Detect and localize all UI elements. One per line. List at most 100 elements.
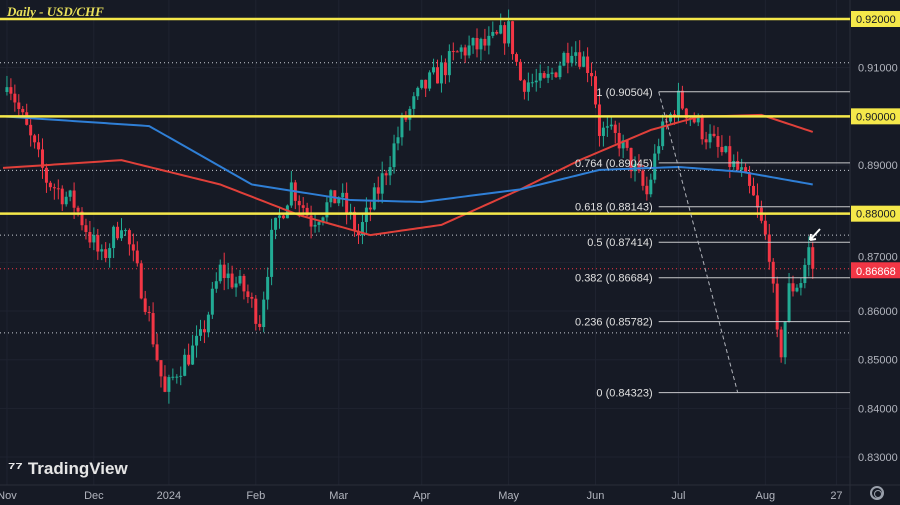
candle-body — [139, 263, 143, 299]
candle-body — [420, 79, 424, 88]
candle-body — [534, 80, 538, 83]
candle-body — [368, 207, 372, 210]
candle-body — [657, 146, 661, 154]
candle-body — [56, 188, 60, 190]
candle-body — [64, 196, 68, 205]
candle-body — [744, 167, 748, 173]
candle-body — [238, 275, 242, 284]
candle-body — [163, 376, 167, 392]
candle-body — [112, 226, 116, 249]
candle-body — [416, 87, 420, 97]
candle-body — [763, 220, 767, 235]
candle-body — [37, 142, 41, 150]
y-tick-label: 0.91000 — [858, 63, 898, 75]
candle-body — [226, 273, 230, 279]
candle-body — [597, 104, 601, 136]
candle-body — [72, 190, 76, 208]
x-tick-label: Aug — [756, 490, 776, 502]
candle-body — [680, 90, 684, 109]
candle-body — [21, 108, 25, 113]
candle-body — [443, 62, 447, 76]
candle-body — [147, 311, 151, 314]
candle-body — [752, 185, 755, 196]
ma-200-line — [2, 115, 813, 204]
candle-body — [151, 313, 155, 345]
candle-body — [96, 235, 100, 252]
candle-body — [100, 249, 104, 252]
candle-body — [526, 82, 530, 92]
fib-level-label: 0.618 (0.88143) — [575, 202, 653, 214]
candle-body — [270, 229, 274, 277]
candle-body — [676, 90, 680, 118]
candle-body — [13, 93, 17, 103]
candle-body — [171, 376, 175, 378]
candle-body — [459, 47, 463, 52]
candle-body — [88, 232, 92, 243]
fib-level-label: 1 (0.90504) — [596, 87, 652, 99]
fib-level-label: 0.382 (0.86684) — [575, 273, 653, 285]
candle-body — [684, 108, 688, 119]
candle-body — [116, 226, 120, 239]
candle-body — [218, 264, 222, 282]
candle-body — [617, 132, 621, 149]
candle-body — [222, 264, 226, 279]
y-tick-label: 0.86000 — [858, 306, 898, 318]
candle-body — [467, 45, 471, 56]
candle-body — [625, 140, 629, 148]
candle-body — [712, 133, 716, 137]
candle-body — [210, 288, 214, 315]
fib-level-label: 0.764 (0.89045) — [575, 158, 653, 170]
candle-body — [234, 283, 238, 288]
candle-body — [76, 207, 80, 212]
x-tick-label: Jul — [671, 490, 685, 502]
candle-body — [716, 136, 720, 147]
candle-body — [558, 65, 562, 78]
candle-body — [179, 375, 183, 377]
candle-body — [80, 211, 84, 226]
logo-text: TradingView — [27, 458, 128, 478]
candle-body — [795, 287, 799, 292]
candle-body — [582, 56, 586, 67]
candle-body — [92, 235, 96, 243]
candle-body — [123, 230, 127, 232]
settings-gear-icon[interactable] — [870, 486, 884, 500]
candle-body — [637, 164, 641, 171]
candle-body — [258, 323, 262, 328]
candle-body — [629, 147, 633, 172]
candle-body — [41, 149, 44, 168]
candle-body — [483, 38, 487, 46]
x-tick-label: May — [498, 490, 519, 502]
candle-body — [199, 329, 202, 336]
candle-body — [799, 283, 803, 288]
x-tick-label: Jun — [587, 490, 605, 502]
candle-body — [60, 188, 64, 205]
candle-body — [349, 211, 353, 213]
candle-body — [495, 31, 499, 34]
last-price-badge — [851, 262, 900, 279]
candle-body — [191, 345, 195, 365]
candle-body — [542, 73, 546, 78]
candle-body — [487, 35, 491, 46]
candle-body — [621, 140, 625, 149]
candle-body — [195, 335, 199, 346]
candle-body — [301, 205, 305, 208]
candle-body — [305, 207, 309, 216]
candle-body — [380, 173, 384, 194]
candle-body — [515, 54, 518, 62]
candle-body — [554, 72, 558, 78]
candle-body — [321, 217, 325, 223]
candle-body — [811, 247, 815, 269]
candle-body — [48, 182, 52, 188]
candle-body — [728, 146, 732, 168]
candle-body — [428, 72, 432, 89]
candle-body — [755, 195, 759, 208]
x-tick-label: Apr — [413, 490, 430, 502]
candle-body — [313, 224, 317, 227]
candle-body — [337, 197, 341, 204]
candle-body — [736, 161, 740, 170]
candle-body — [518, 61, 522, 81]
candle-body — [613, 124, 617, 133]
candle-body — [29, 124, 33, 136]
ma-100-line — [2, 113, 814, 237]
